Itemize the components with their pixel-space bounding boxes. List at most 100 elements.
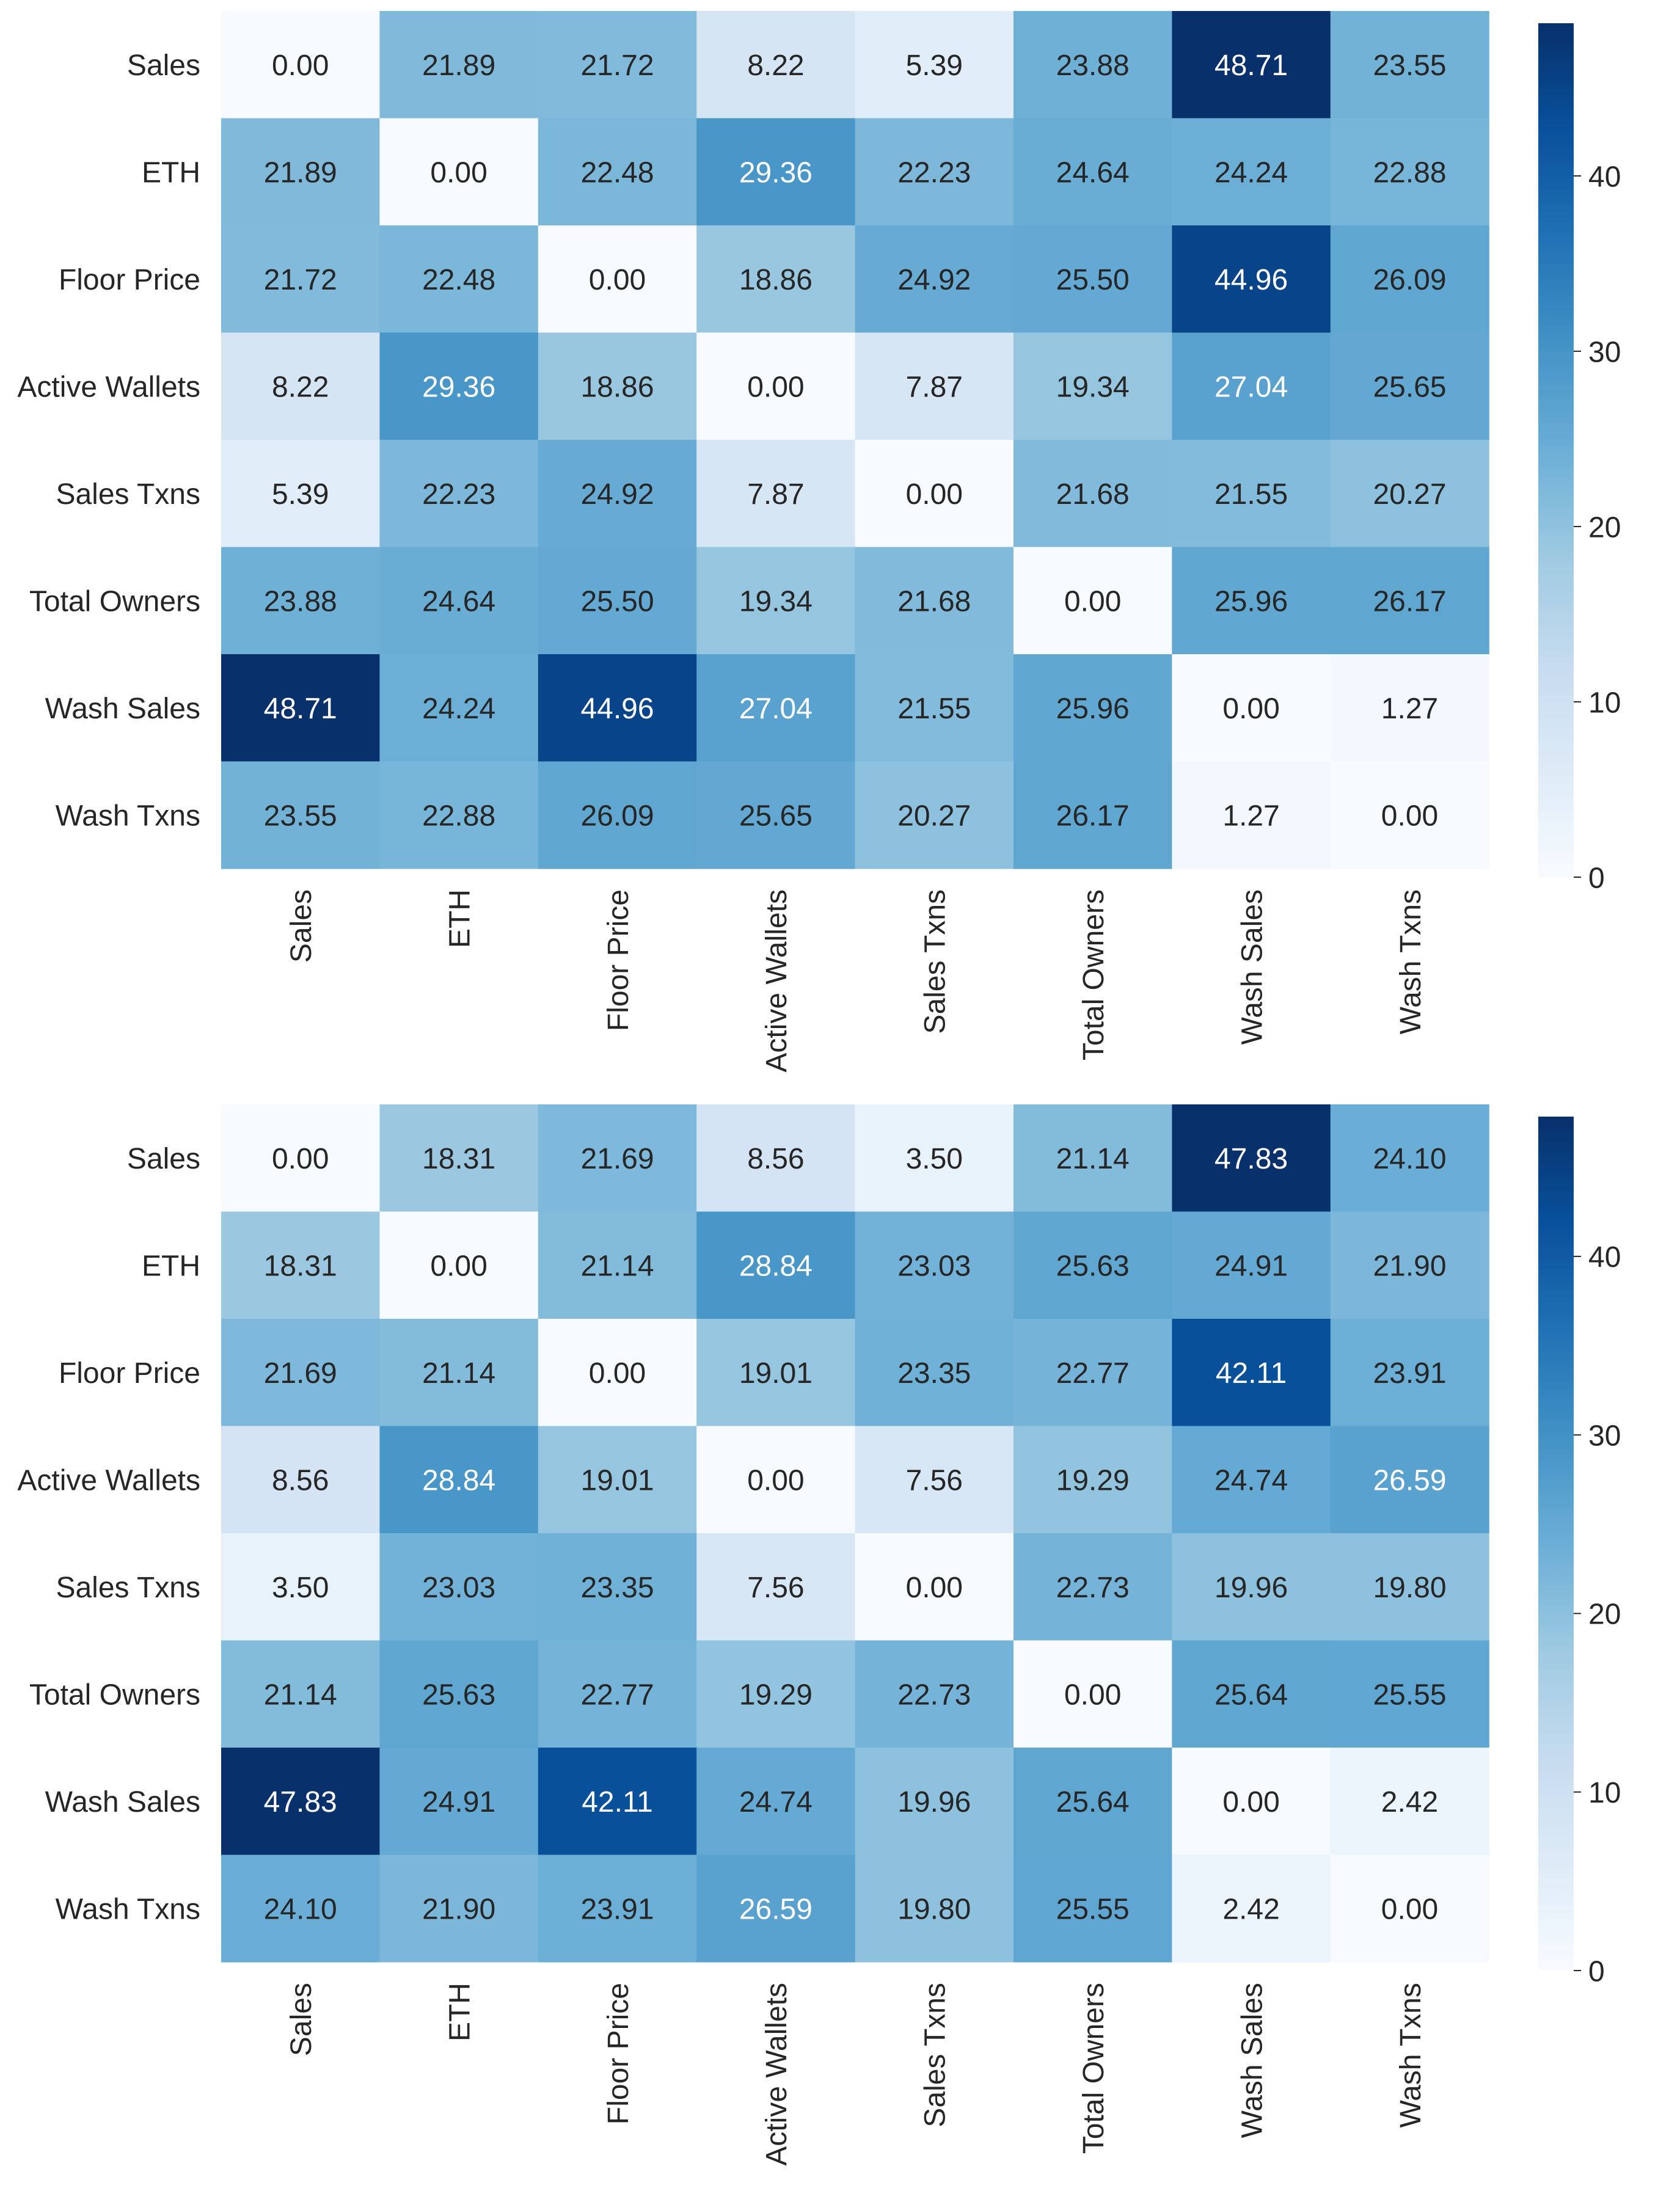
- cell-value-label: 22.23: [422, 478, 495, 511]
- cell-value-label: 21.68: [1056, 478, 1130, 511]
- heatmap-cell: [1172, 118, 1331, 226]
- cell-value-label: 24.24: [1214, 157, 1288, 189]
- cell-value-label: 23.88: [264, 586, 337, 618]
- y-tick-label: Active Wallets: [17, 371, 200, 404]
- heatmap-cell: [1330, 1319, 1489, 1427]
- heatmap-cell: [221, 225, 380, 334]
- cell-value-label: 48.71: [264, 693, 337, 725]
- cell-value-label: 19.01: [739, 1357, 813, 1390]
- cell-value-label: 18.86: [580, 371, 654, 404]
- cell-value-label: 0.00: [272, 1143, 329, 1175]
- heatmap-cell: [855, 1319, 1014, 1427]
- heatmap-cell: [855, 1104, 1014, 1213]
- cell-value-label: 19.34: [739, 586, 813, 618]
- heatmap-cell: [379, 118, 539, 226]
- cell-value-label: 22.23: [897, 157, 971, 189]
- heatmap-cell: [379, 1640, 539, 1748]
- cell-value-label: 22.73: [1056, 1572, 1130, 1604]
- heatmap-cell: [1013, 1319, 1172, 1427]
- heatmap-cell: [1330, 440, 1489, 548]
- colorbar-tick-label: 20: [1588, 511, 1621, 544]
- heatmap-cell: [696, 547, 856, 655]
- cell-value-label: 21.90: [1373, 1250, 1446, 1283]
- cell-value-label: 29.36: [739, 157, 813, 189]
- x-tick-label: Wash Sales: [1236, 889, 1268, 1045]
- heatmap-cell: [1330, 225, 1489, 334]
- cell-value-label: 26.59: [1373, 1465, 1446, 1497]
- cell-value-label: 24.92: [580, 478, 654, 511]
- heatmap-cell: [538, 1319, 697, 1427]
- heatmap-cell: [379, 332, 539, 440]
- heatmap-cell: [1330, 118, 1489, 226]
- x-tick-label: ETH: [444, 889, 476, 948]
- cell-value-label: 42.11: [582, 1786, 653, 1818]
- heatmap-cell: [538, 11, 697, 119]
- cell-value-label: 19.29: [739, 1679, 813, 1712]
- x-tick-label: Sales Txns: [919, 1983, 952, 2128]
- heatmap-cell: [221, 761, 380, 869]
- heatmap-cell: [1172, 1211, 1331, 1319]
- heatmap-cell: [538, 1854, 697, 1963]
- cell-value-label: 7.87: [747, 478, 804, 511]
- heatmap-cell: [221, 118, 380, 226]
- heatmap-cell: [855, 1533, 1014, 1641]
- cell-value-label: 8.22: [747, 49, 804, 82]
- cell-value-label: 26.09: [1373, 264, 1446, 296]
- cell-value-label: 23.91: [1373, 1357, 1446, 1390]
- cell-value-label: 0.00: [430, 1250, 487, 1283]
- heatmap-cell: [855, 1640, 1014, 1748]
- cell-value-label: 7.87: [906, 371, 963, 404]
- y-tick-label: Sales Txns: [56, 1572, 200, 1604]
- heatmap-cell: [1330, 11, 1489, 119]
- heatmap-cell: [221, 1319, 380, 1427]
- cell-value-label: 25.96: [1214, 586, 1288, 618]
- cell-value-label: 0.00: [1064, 586, 1121, 618]
- heatmap-cell: [1013, 440, 1172, 548]
- heatmap-cell: [1172, 547, 1331, 655]
- cell-value-label: 18.31: [422, 1143, 495, 1175]
- cell-value-label: 25.50: [1056, 264, 1130, 296]
- heatmap-cell: [379, 761, 539, 869]
- cell-value-label: 21.14: [580, 1250, 654, 1283]
- cell-value-label: 24.74: [1214, 1465, 1288, 1497]
- cell-value-label: 19.96: [897, 1786, 971, 1818]
- cell-value-label: 2.42: [1222, 1894, 1279, 1926]
- cell-value-label: 0.00: [1381, 800, 1438, 833]
- cell-value-label: 27.04: [739, 693, 813, 725]
- heatmap-cell: [538, 761, 697, 869]
- heatmap-cell: [696, 332, 856, 440]
- heatmap-cell: [855, 118, 1014, 226]
- cell-value-label: 24.24: [422, 693, 495, 725]
- cell-value-label: 1.27: [1381, 693, 1438, 725]
- heatmap-cell: [855, 225, 1014, 334]
- cell-value-label: 21.89: [264, 157, 337, 189]
- heatmap-cell: [221, 547, 380, 655]
- heatmap-cell: [855, 11, 1014, 119]
- x-tick-label: Total Owners: [1078, 1983, 1110, 2154]
- cell-value-label: 28.84: [422, 1465, 495, 1497]
- heatmap-cell: [1172, 1104, 1331, 1213]
- x-tick-label: Active Wallets: [761, 889, 793, 1073]
- cell-value-label: 19.01: [580, 1465, 654, 1497]
- heatmap-cell: [1330, 1533, 1489, 1641]
- cell-value-label: 25.63: [422, 1679, 495, 1712]
- heatmap-cell: [1330, 761, 1489, 869]
- y-tick-label: ETH: [142, 1250, 200, 1283]
- cell-value-label: 0.00: [272, 49, 329, 82]
- cell-value-label: 0.00: [906, 478, 963, 511]
- cell-value-label: 29.36: [422, 371, 495, 404]
- heatmap-cell: [221, 1211, 380, 1319]
- heatmap-cell: [538, 1533, 697, 1641]
- heatmap-cell: [1330, 1640, 1489, 1748]
- colorbar-tick-label: 0: [1588, 1955, 1605, 1988]
- cell-value-label: 47.83: [1214, 1143, 1288, 1175]
- heatmap-cell: [1013, 1426, 1172, 1534]
- heatmap-cell: [379, 547, 539, 655]
- heatmap-cell: [538, 1426, 697, 1534]
- heatmap-cell: [379, 1854, 539, 1963]
- heatmap-cell: [696, 440, 856, 548]
- heatmap-cell: [855, 1854, 1014, 1963]
- cell-value-label: 25.63: [1056, 1250, 1130, 1283]
- heatmap-cell: [1172, 654, 1331, 762]
